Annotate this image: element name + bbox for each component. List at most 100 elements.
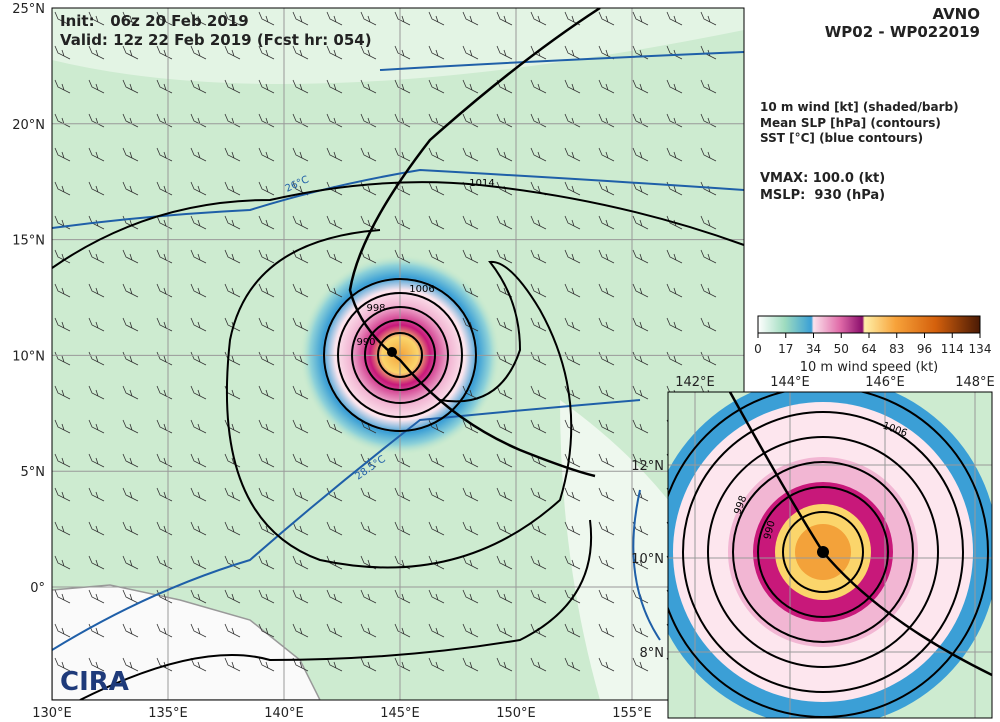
wind-barb: [88, 147, 105, 162]
storm-id: WP02 - WP022019: [825, 23, 980, 41]
wind-barb: [564, 79, 581, 94]
wind-barb: [326, 521, 343, 536]
wind-barb: [700, 147, 717, 162]
wind-barb: [496, 589, 513, 604]
wind-barb: [394, 657, 411, 672]
wind-barb: [292, 487, 309, 502]
inset-lon-label: 146°E: [865, 375, 905, 390]
wind-barb: [88, 181, 105, 196]
wind-barb: [428, 487, 445, 502]
wind-barb: [428, 589, 445, 604]
wind-barb: [122, 487, 139, 502]
wind-barb: [326, 657, 343, 672]
wind-barb: [258, 215, 275, 230]
wind-barb: [632, 351, 649, 366]
wind-barb: [394, 589, 411, 604]
lat-label: 25°N: [12, 2, 45, 17]
wind-barb: [224, 589, 241, 604]
wind-barb: [122, 249, 139, 264]
wind-barb: [258, 487, 275, 502]
wind-barb: [88, 623, 105, 638]
wind-barb: [122, 657, 139, 672]
wind-barb: [462, 283, 479, 298]
wind-barb: [632, 113, 649, 128]
wind-barb: [54, 657, 71, 672]
colorbar-tick-label: 134: [969, 342, 992, 356]
wind-barb: [598, 385, 615, 400]
wind-barb: [190, 623, 207, 638]
colorbar-tick-label: 96: [917, 342, 932, 356]
wind-barb: [190, 79, 207, 94]
inset-lon-label: 144°E: [770, 375, 810, 390]
inset-lat-label: 10°N: [631, 552, 664, 567]
wind-barb: [292, 11, 309, 26]
wind-barb: [326, 11, 343, 26]
wind-barb: [360, 45, 377, 60]
lon-label: 145°E: [380, 706, 420, 721]
wind-barb: [428, 11, 445, 26]
wind-barb: [462, 589, 479, 604]
wind-barb: [462, 79, 479, 94]
wind-barb: [326, 623, 343, 638]
wind-barb: [462, 147, 479, 162]
lon-label: 155°E: [612, 706, 652, 721]
wind-barb: [700, 215, 717, 230]
wind-barb: [496, 521, 513, 536]
wind-barb: [190, 555, 207, 570]
wind-barb: [462, 215, 479, 230]
map-frame: [51, 7, 745, 701]
colorbar-tick-label: 17: [778, 342, 793, 356]
wind-barb: [394, 623, 411, 638]
wind-barb: [564, 45, 581, 60]
inset-lat-label: 8°N: [640, 646, 665, 661]
wind-barb: [530, 147, 547, 162]
wind-barb: [496, 249, 513, 264]
wind-barb: [394, 113, 411, 128]
wind-barb: [394, 453, 411, 468]
wind-barb: [88, 657, 105, 672]
wind-barb: [292, 623, 309, 638]
wind-barb: [326, 453, 343, 468]
wind-barb: [258, 113, 275, 128]
wind-barb: [564, 487, 581, 502]
wind-barb: [54, 147, 71, 162]
wind-barb: [496, 385, 513, 400]
wind-barb: [632, 283, 649, 298]
lon-label: 140°E: [264, 706, 304, 721]
wind-barb: [54, 589, 71, 604]
model: AVNO: [932, 5, 980, 23]
wind-barb: [190, 419, 207, 434]
wind-barb: [190, 181, 207, 196]
wind-barb: [462, 45, 479, 60]
wind-barb: [54, 385, 71, 400]
wind-barb: [190, 487, 207, 502]
wind-barb: [190, 657, 207, 672]
wind-barb: [462, 657, 479, 672]
wind-barb: [564, 657, 581, 672]
wind-barb: [496, 453, 513, 468]
wind-barb: [598, 147, 615, 162]
lat-label: 15°N: [12, 234, 45, 249]
wind-barb: [54, 487, 71, 502]
wind-barb: [530, 317, 547, 332]
wind-barb: [462, 555, 479, 570]
wind-barb: [122, 351, 139, 366]
wind-barb: [326, 283, 343, 298]
wind-barb: [428, 147, 445, 162]
wind-barb: [666, 113, 683, 128]
wind-barb: [292, 453, 309, 468]
wind-barb: [258, 283, 275, 298]
legend-line: 10 m wind [kt] (shaded/barb): [760, 100, 959, 114]
wind-barb: [666, 79, 683, 94]
wind-barb: [54, 79, 71, 94]
wind-barb: [122, 385, 139, 400]
wind-barb: [54, 351, 71, 366]
wind-barb: [326, 113, 343, 128]
wind-barb: [530, 11, 547, 26]
wind-barb: [88, 589, 105, 604]
wind-barb: [496, 487, 513, 502]
wind-barb: [258, 249, 275, 264]
wind-barb: [428, 181, 445, 196]
wind-barb: [54, 419, 71, 434]
contour-label: 1006: [409, 284, 434, 295]
